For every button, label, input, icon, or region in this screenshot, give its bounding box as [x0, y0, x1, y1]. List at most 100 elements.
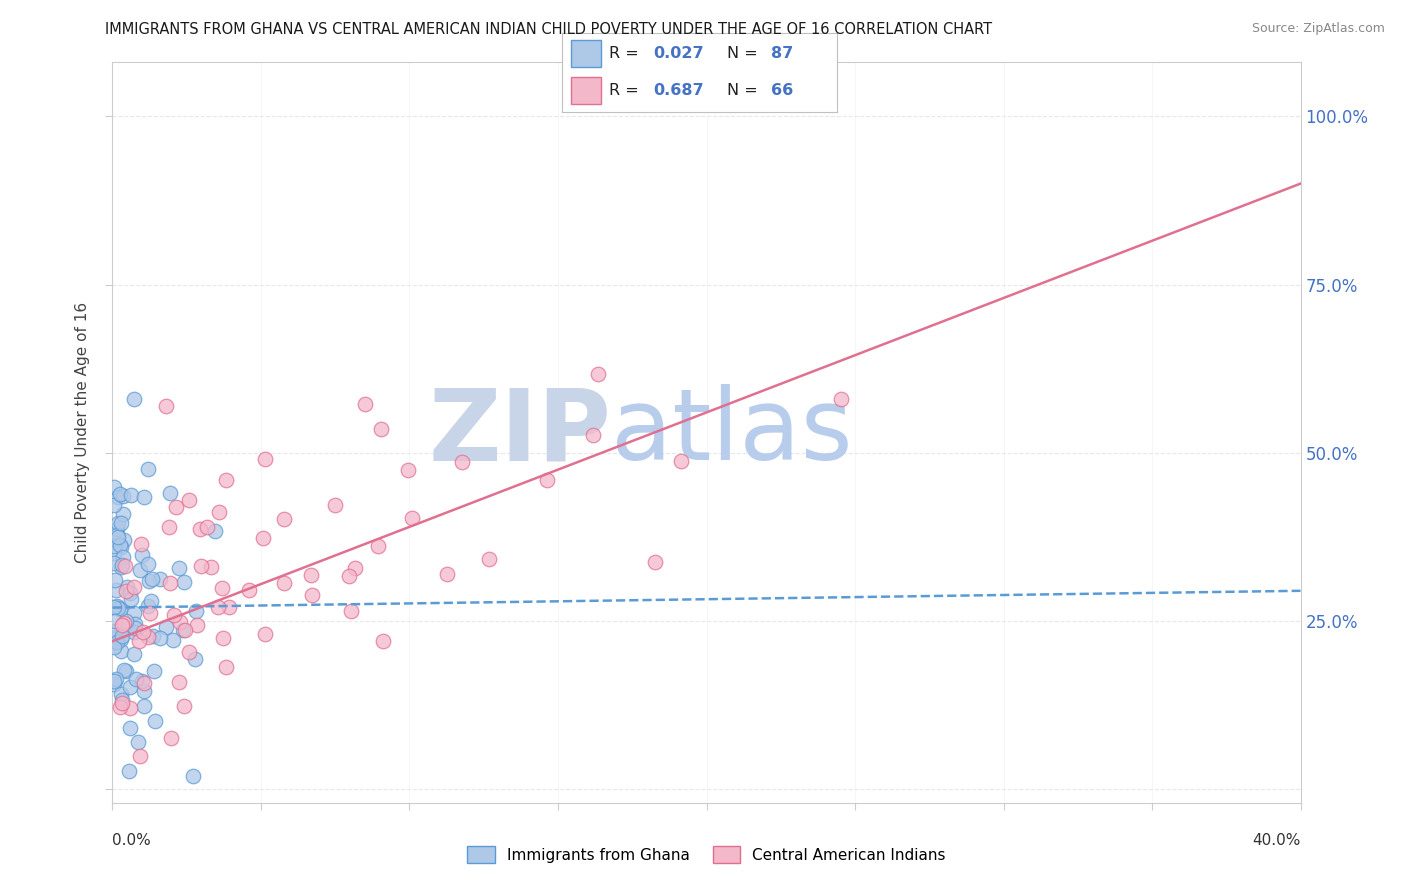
- Point: [108, 602, 131, 616]
- Point: [132, 490, 155, 504]
- Point: [252, 531, 274, 545]
- Point: [586, 367, 609, 381]
- Point: [401, 511, 423, 525]
- Point: [167, 560, 190, 574]
- Point: [143, 714, 166, 729]
- Text: 0.687: 0.687: [652, 83, 703, 98]
- Point: [110, 632, 132, 647]
- Point: [111, 558, 134, 572]
- Point: [110, 516, 132, 530]
- Point: [103, 677, 125, 691]
- Point: [273, 511, 295, 525]
- Point: [111, 489, 134, 503]
- Point: [396, 463, 419, 477]
- Point: [104, 573, 127, 587]
- Point: [200, 559, 222, 574]
- Point: [177, 645, 200, 659]
- Point: [104, 583, 127, 598]
- Point: [169, 674, 191, 689]
- Point: [103, 632, 125, 647]
- Point: [115, 614, 138, 628]
- Text: 0.0%: 0.0%: [112, 833, 152, 848]
- Point: [110, 643, 132, 657]
- Point: [162, 633, 184, 648]
- Text: IMMIGRANTS FROM GHANA VS CENTRAL AMERICAN INDIAN CHILD POVERTY UNDER THE AGE OF : IMMIGRANTS FROM GHANA VS CENTRAL AMERICA…: [105, 22, 993, 37]
- Point: [337, 569, 360, 583]
- Point: [184, 652, 207, 666]
- Point: [128, 563, 150, 577]
- FancyBboxPatch shape: [571, 40, 600, 67]
- Point: [159, 486, 181, 500]
- Text: 40.0%: 40.0%: [1253, 833, 1301, 848]
- Point: [124, 392, 146, 406]
- Point: [155, 620, 177, 634]
- Point: [131, 548, 153, 562]
- Point: [163, 608, 186, 623]
- Point: [830, 392, 852, 406]
- Point: [582, 427, 605, 442]
- Point: [173, 575, 195, 590]
- Point: [195, 520, 218, 534]
- Point: [169, 615, 191, 630]
- Text: N =: N =: [727, 83, 763, 98]
- Point: [112, 550, 135, 565]
- Point: [107, 516, 129, 531]
- Point: [104, 614, 127, 628]
- Point: [103, 556, 125, 570]
- Point: [353, 397, 375, 411]
- Point: [136, 631, 159, 645]
- Point: [114, 584, 136, 599]
- Point: [142, 629, 165, 643]
- Point: [131, 624, 153, 639]
- Point: [214, 660, 236, 674]
- Point: [132, 683, 155, 698]
- Point: [207, 599, 229, 614]
- Point: [165, 500, 187, 514]
- Point: [108, 538, 131, 552]
- Point: [105, 599, 128, 613]
- Point: [122, 625, 145, 640]
- Point: [160, 731, 183, 745]
- Point: [215, 473, 238, 487]
- Point: [124, 617, 146, 632]
- Point: [254, 626, 277, 640]
- Point: [149, 572, 172, 586]
- Point: [207, 505, 229, 519]
- Text: R =: R =: [609, 83, 644, 98]
- Point: [299, 568, 322, 582]
- Point: [477, 552, 499, 566]
- Point: [111, 693, 134, 707]
- Point: [181, 769, 204, 783]
- Point: [105, 635, 128, 649]
- Point: [114, 558, 136, 573]
- Point: [103, 480, 125, 494]
- Point: [112, 507, 135, 521]
- Point: [111, 618, 134, 632]
- Text: ZIP: ZIP: [429, 384, 612, 481]
- Point: [644, 555, 666, 569]
- Point: [122, 606, 145, 620]
- Point: [155, 399, 177, 413]
- Point: [105, 630, 128, 644]
- Point: [124, 580, 146, 594]
- Point: [436, 567, 458, 582]
- Point: [131, 674, 153, 689]
- Point: [115, 580, 138, 594]
- Point: [112, 615, 135, 630]
- Point: [157, 520, 180, 534]
- Point: [139, 593, 162, 607]
- Point: [173, 698, 195, 713]
- Point: [103, 539, 125, 553]
- Point: [104, 624, 127, 638]
- Point: [172, 623, 194, 637]
- Point: [129, 748, 152, 763]
- Point: [124, 672, 146, 686]
- Point: [110, 560, 132, 574]
- Point: [669, 454, 692, 468]
- Point: [451, 455, 474, 469]
- Point: [371, 634, 394, 648]
- Point: [122, 647, 145, 661]
- Y-axis label: Child Poverty Under the Age of 16: Child Poverty Under the Age of 16: [75, 302, 90, 563]
- Point: [105, 672, 128, 686]
- Point: [118, 764, 141, 778]
